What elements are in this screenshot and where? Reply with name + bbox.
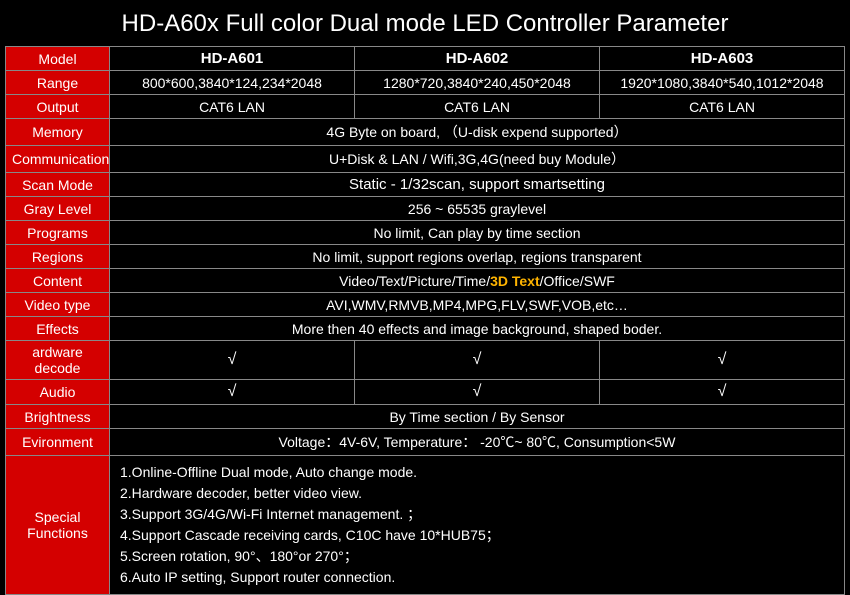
table-row: Content Video/Text/Picture/Time/3D Text/… xyxy=(6,269,845,293)
output-a602: CAT6 LAN xyxy=(355,95,600,119)
hwdec-a602: √ xyxy=(355,341,600,380)
gray-level-value: 256 ~ 65535 graylevel xyxy=(110,197,845,221)
label-brightness: Brightness xyxy=(6,405,110,429)
table-row: Programs No limit, Can play by time sect… xyxy=(6,221,845,245)
parameter-table: Model HD-A601 HD-A602 HD-A603 Range 800*… xyxy=(5,46,845,595)
video-type-value: AVI,WMV,RMVB,MP4,MPG,FLV,SWF,VOB,etc… xyxy=(110,293,845,317)
content-highlight: 3D Text xyxy=(490,273,540,289)
label-regions: Regions xyxy=(6,245,110,269)
table-row: ardware decode √ √ √ xyxy=(6,341,845,380)
label-programs: Programs xyxy=(6,221,110,245)
scan-mode-value: Static - 1/32scan, support smartsetting xyxy=(110,173,845,197)
table-row: Regions No limit, support regions overla… xyxy=(6,245,845,269)
table-row: Model HD-A601 HD-A602 HD-A603 xyxy=(6,47,845,71)
content-suffix: /Office/SWF xyxy=(540,273,615,289)
model-a601: HD-A601 xyxy=(110,47,355,71)
label-gray-level: Gray Level xyxy=(6,197,110,221)
table-row: Video type AVI,WMV,RMVB,MP4,MPG,FLV,SWF,… xyxy=(6,293,845,317)
environment-value: Voltage：4V-6V, Temperature： -20℃~ 80℃, C… xyxy=(110,429,845,456)
table-row: Brightness By Time section / By Sensor xyxy=(6,405,845,429)
table-row: Communication U+Disk & LAN / Wifi,3G,4G(… xyxy=(6,146,845,173)
label-video-type: Video type xyxy=(6,293,110,317)
range-a601: 800*600,3840*124,234*2048 xyxy=(110,71,355,95)
special-functions-value: 1.Online-Offline Dual mode, Auto change … xyxy=(110,456,845,595)
special-line: 3.Support 3G/4G/Wi-Fi Internet managemen… xyxy=(120,504,834,525)
content-prefix: Video/Text/Picture/Time/ xyxy=(339,273,490,289)
table-row: Evironment Voltage：4V-6V, Temperature： -… xyxy=(6,429,845,456)
special-line: 2.Hardware decoder, better video view. xyxy=(120,483,834,504)
audio-a602: √ xyxy=(355,380,600,405)
output-a601: CAT6 LAN xyxy=(110,95,355,119)
label-hardware-decode: ardware decode xyxy=(6,341,110,380)
page-title: HD-A60x Full color Dual mode LED Control… xyxy=(0,0,850,46)
regions-value: No limit, support regions overlap, regio… xyxy=(110,245,845,269)
communication-value: U+Disk & LAN / Wifi,3G,4G(need buy Modul… xyxy=(110,146,845,173)
table-row: Gray Level 256 ~ 65535 graylevel xyxy=(6,197,845,221)
label-effects: Effects xyxy=(6,317,110,341)
table-row: Audio √ √ √ xyxy=(6,380,845,405)
range-a603: 1920*1080,3840*540,1012*2048 xyxy=(600,71,845,95)
memory-value: 4G Byte on board, （U-disk expend support… xyxy=(110,119,845,146)
table-row: Scan Mode Static - 1/32scan, support sma… xyxy=(6,173,845,197)
table-row: Output CAT6 LAN CAT6 LAN CAT6 LAN xyxy=(6,95,845,119)
range-a602: 1280*720,3840*240,450*2048 xyxy=(355,71,600,95)
hwdec-a601: √ xyxy=(110,341,355,380)
label-model: Model xyxy=(6,47,110,71)
special-line: 1.Online-Offline Dual mode, Auto change … xyxy=(120,462,834,483)
table-row: Special Functions 1.Online-Offline Dual … xyxy=(6,456,845,595)
label-output: Output xyxy=(6,95,110,119)
special-line: 4.Support Cascade receiving cards, C10C … xyxy=(120,525,834,546)
programs-value: No limit, Can play by time section xyxy=(110,221,845,245)
label-memory: Memory xyxy=(6,119,110,146)
special-line: 6.Auto IP setting, Support router connec… xyxy=(120,567,834,588)
label-environment: Evironment xyxy=(6,429,110,456)
hwdec-a603: √ xyxy=(600,341,845,380)
model-a603: HD-A603 xyxy=(600,47,845,71)
label-content: Content xyxy=(6,269,110,293)
model-a602: HD-A602 xyxy=(355,47,600,71)
label-special-functions: Special Functions xyxy=(6,456,110,595)
table-row: Memory 4G Byte on board, （U-disk expend … xyxy=(6,119,845,146)
label-audio: Audio xyxy=(6,380,110,405)
audio-a601: √ xyxy=(110,380,355,405)
audio-a603: √ xyxy=(600,380,845,405)
table-row: Range 800*600,3840*124,234*2048 1280*720… xyxy=(6,71,845,95)
output-a603: CAT6 LAN xyxy=(600,95,845,119)
label-scan-mode: Scan Mode xyxy=(6,173,110,197)
brightness-value: By Time section / By Sensor xyxy=(110,405,845,429)
special-line: 5.Screen rotation, 90°、180°or 270°； xyxy=(120,546,834,567)
label-communication: Communication xyxy=(6,146,110,173)
label-range: Range xyxy=(6,71,110,95)
table-row: Effects More then 40 effects and image b… xyxy=(6,317,845,341)
effects-value: More then 40 effects and image backgroun… xyxy=(110,317,845,341)
content-value: Video/Text/Picture/Time/3D Text/Office/S… xyxy=(110,269,845,293)
